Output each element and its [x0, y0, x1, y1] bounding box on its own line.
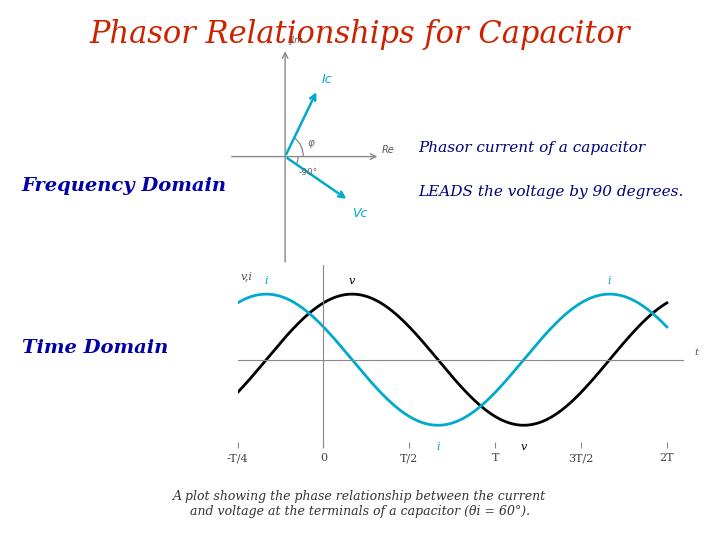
Text: -90°: -90° — [299, 168, 318, 177]
Text: φ: φ — [307, 138, 315, 149]
Text: v: v — [349, 276, 355, 286]
Text: v,i: v,i — [240, 271, 252, 281]
Text: Re: Re — [382, 145, 395, 154]
Text: Phasor current of a capacitor: Phasor current of a capacitor — [418, 141, 645, 155]
Text: t: t — [694, 348, 698, 357]
Text: i: i — [264, 276, 268, 286]
Text: A plot showing the phase relationship between the current
and voltage at the ter: A plot showing the phase relationship be… — [174, 490, 546, 518]
Text: Ic: Ic — [322, 72, 333, 85]
Text: jIm: jIm — [289, 36, 302, 45]
Text: v: v — [521, 442, 527, 451]
Text: LEADS the voltage by 90 degrees.: LEADS the voltage by 90 degrees. — [418, 185, 683, 199]
Text: Frequency Domain: Frequency Domain — [22, 177, 227, 195]
Text: i: i — [436, 442, 440, 451]
Text: Time Domain: Time Domain — [22, 339, 168, 357]
Text: Phasor Relationships for Capacitor: Phasor Relationships for Capacitor — [90, 19, 630, 50]
Text: Vc: Vc — [352, 207, 367, 220]
Text: i: i — [608, 276, 611, 286]
